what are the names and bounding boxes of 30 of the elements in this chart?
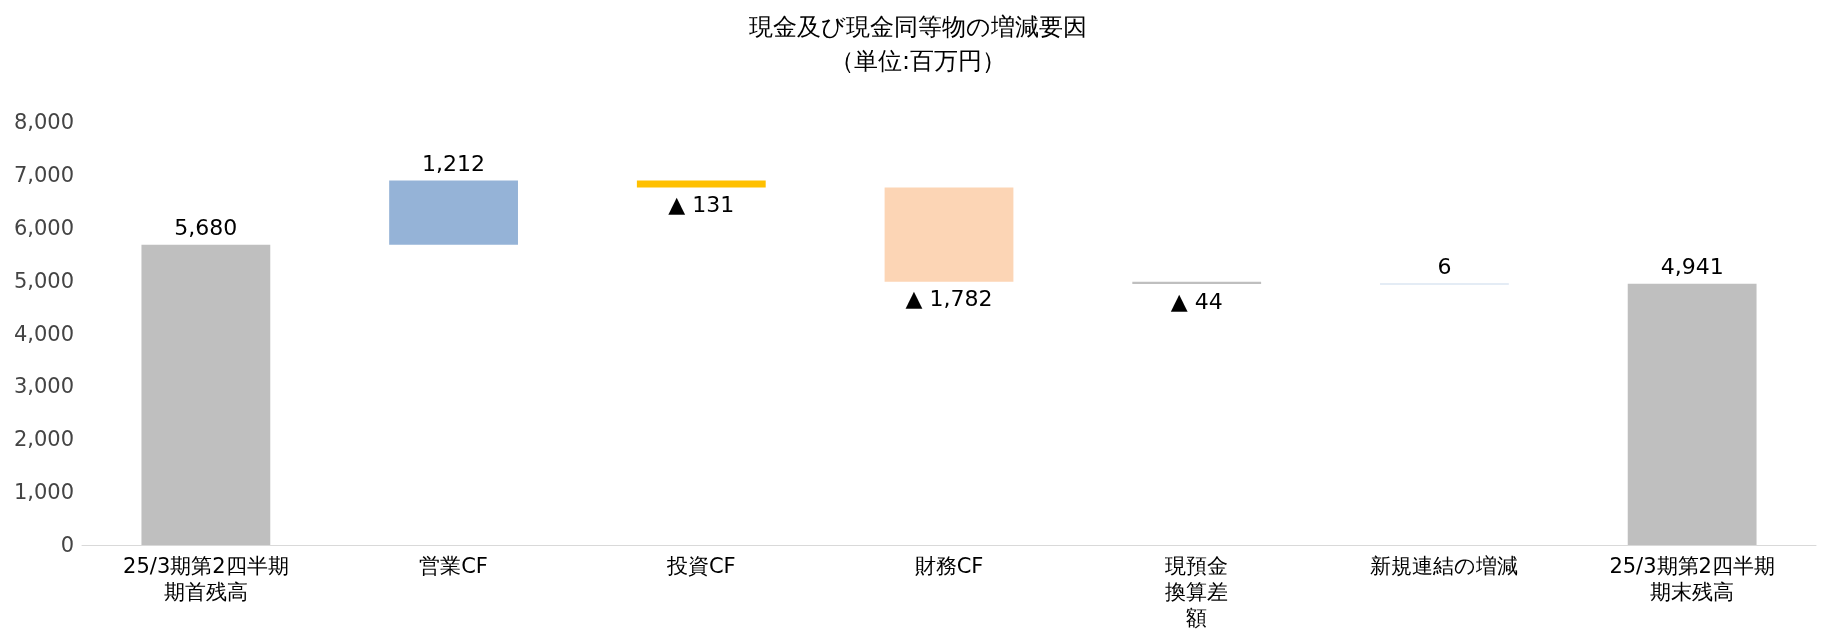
y-tick-label: 1,000 (13, 480, 74, 505)
x-tick-label: 25/3期第2四半期期末残高 (1609, 554, 1775, 604)
data-label: 1,212 (422, 151, 486, 177)
data-label: ▲ 131 (668, 192, 735, 218)
bar (141, 244, 271, 545)
x-tick-label: 営業CF (419, 554, 488, 578)
chart-title: 現金及び現金同等物の増減要因 (749, 13, 1087, 41)
bar (1627, 283, 1757, 545)
data-label: ▲ 44 (1170, 288, 1223, 314)
y-tick-label: 0 (60, 533, 74, 557)
data-label: 6 (1437, 254, 1452, 280)
data-label: 4,941 (1660, 254, 1724, 280)
data-label: ▲ 1,782 (905, 286, 993, 312)
data-label: 5,680 (174, 215, 238, 241)
x-tick-label: 新規連結の増減 (1370, 554, 1519, 578)
chart-subtitle: （単位:百万円） (829, 47, 1007, 75)
y-tick-label: 3,000 (13, 374, 74, 399)
y-tick-label: 4,000 (13, 321, 74, 346)
y-tick-label: 7,000 (13, 162, 74, 187)
y-tick-label: 2,000 (13, 427, 74, 452)
y-tick-label: 5,000 (13, 268, 74, 293)
x-tick-label: 投資CF (665, 554, 736, 578)
bar (636, 180, 766, 188)
x-tick-label: 現預金換算差額 (1165, 554, 1229, 630)
y-tick-label: 8,000 (13, 110, 74, 134)
y-tick-label: 6,000 (13, 215, 74, 240)
bar (389, 180, 518, 245)
x-tick-label: 25/3期第2四半期期首残高 (123, 554, 289, 604)
x-tick-label: 財務CF (914, 554, 984, 578)
bar (884, 187, 1014, 282)
